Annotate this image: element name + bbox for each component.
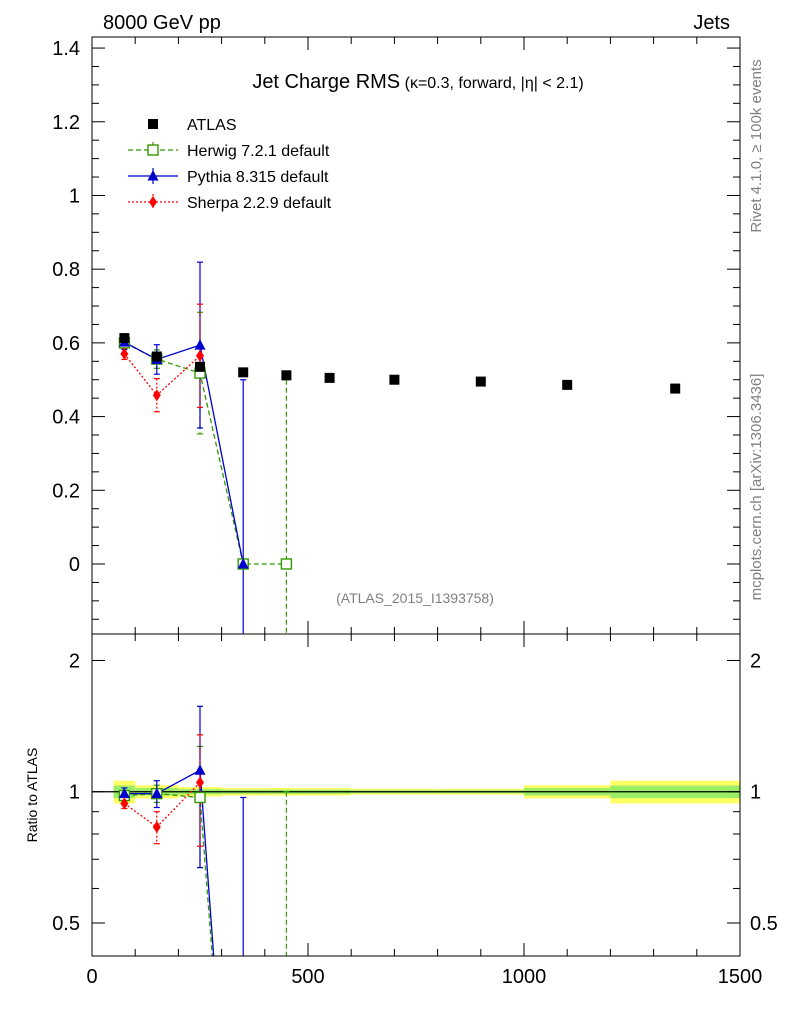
x-tick-label: 500 bbox=[291, 966, 324, 988]
atlas-point bbox=[562, 379, 573, 390]
herwig-point bbox=[280, 558, 293, 570]
legend-label-sherpa: Sherpa 2.2.9 default bbox=[187, 195, 332, 212]
y-tick-label-main: 1.2 bbox=[52, 112, 80, 134]
y-tick-label-ratio: 1 bbox=[69, 782, 80, 804]
atlas-point bbox=[475, 376, 486, 387]
herwig-ratio-point bbox=[194, 791, 206, 804]
sherpa-point bbox=[152, 389, 161, 402]
pythia-line bbox=[124, 341, 244, 565]
chart-title: Jet Charge RMS (κ=0.3, forward, |η| < 2.… bbox=[252, 71, 583, 93]
ratio-panel-frame bbox=[91, 633, 741, 957]
y-tick-label-main: 1.4 bbox=[52, 38, 80, 60]
atlas-point bbox=[281, 370, 292, 381]
x-tick-label: 1000 bbox=[502, 966, 547, 988]
legend-marker-sherpa bbox=[149, 196, 157, 208]
atlas-point bbox=[195, 361, 205, 372]
legend-marker-pythia bbox=[147, 170, 159, 181]
pythia-ratio-point bbox=[194, 764, 206, 775]
atlas-point bbox=[238, 367, 249, 378]
y-tick-label-main: 0.2 bbox=[52, 480, 80, 502]
sherpa-ratio-point bbox=[196, 776, 204, 789]
legend-label-herwig: Herwig 7.2.1 default bbox=[187, 143, 330, 160]
chart-title-main: Jet Charge RMS bbox=[252, 71, 400, 93]
main-panel-data bbox=[118, 261, 681, 634]
y-tick-label-main: 0.6 bbox=[52, 333, 80, 355]
herwig-ratio-line bbox=[124, 792, 213, 957]
x-tick-label: 0 bbox=[86, 966, 97, 988]
ratio-band-group bbox=[92, 780, 740, 804]
atlas-point bbox=[324, 372, 335, 383]
y-tick-label-main: 0 bbox=[69, 554, 80, 576]
sherpa-ratio-point bbox=[120, 797, 129, 810]
sherpa-point bbox=[196, 349, 204, 362]
analysis-watermark: (ATLAS_2015_I1393758) bbox=[336, 590, 494, 606]
chart-title-sub: (κ=0.3, forward, |η| < 2.1) bbox=[405, 75, 584, 92]
atlas-point bbox=[151, 351, 162, 362]
header-left: 8000 GeV pp bbox=[103, 12, 221, 34]
legend-marker-atlas bbox=[148, 119, 158, 129]
tick-label-group: 0 500 1000 1500 0 0.2 0.4 0.6 0.8 1 1.2 1.4 0.5 0.5 1 1… bbox=[52, 38, 778, 988]
rivet-label: Rivet 4.1.0, ≥ 100k events bbox=[748, 59, 765, 232]
y-tick-label-main: 0.8 bbox=[52, 259, 80, 281]
ratio-ylabel: Ratio to ATLAS bbox=[24, 748, 40, 843]
pythia-ratio-point bbox=[118, 787, 130, 799]
y-tick-label-ratio-right: 1 bbox=[750, 782, 761, 804]
y-tick-label-ratio: 0.5 bbox=[52, 913, 80, 935]
pythia-ratio-point bbox=[151, 787, 163, 799]
pythia-ratio-line bbox=[124, 769, 215, 957]
y-tick-label-ratio-right: 0.5 bbox=[750, 913, 778, 935]
header-right: Jets bbox=[693, 12, 730, 34]
pythia-point bbox=[194, 339, 206, 350]
legend-label-atlas: ATLAS bbox=[187, 117, 237, 134]
y-tick-label-main: 0.4 bbox=[52, 407, 80, 429]
atlas-point bbox=[670, 383, 681, 394]
y-tick-label-main: 1 bbox=[69, 185, 80, 207]
ratio-panel-data bbox=[118, 705, 290, 957]
legend-marker-herwig bbox=[147, 144, 159, 156]
legend: ATLAS Herwig 7.2.1 default Pythia 8.315 de… bbox=[128, 117, 332, 212]
mcplots-label: mcplots.cern.ch [arXiv:1306.3436] bbox=[748, 374, 765, 601]
tick-group bbox=[91, 37, 741, 956]
y-tick-label-ratio-right: 2 bbox=[750, 650, 761, 672]
legend-label-pythia: Pythia 8.315 default bbox=[187, 169, 329, 186]
pythia-point bbox=[237, 557, 249, 569]
y-tick-label-ratio: 2 bbox=[69, 650, 80, 672]
atlas-point bbox=[119, 333, 130, 344]
atlas-point bbox=[389, 374, 400, 385]
sherpa-point bbox=[120, 347, 129, 360]
sherpa-ratio-point bbox=[152, 821, 161, 834]
x-tick-label: 1500 bbox=[718, 966, 763, 988]
